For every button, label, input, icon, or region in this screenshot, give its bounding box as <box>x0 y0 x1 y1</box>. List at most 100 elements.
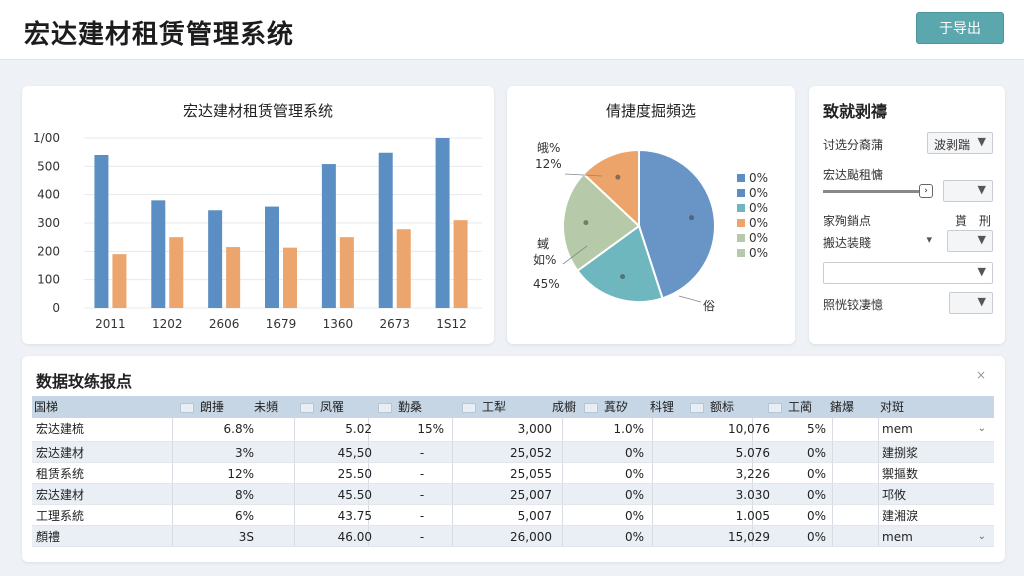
pie-slice-marker <box>583 220 589 226</box>
bar[interactable] <box>378 152 393 308</box>
column-header[interactable]: 蒖矽 <box>584 396 628 418</box>
column-divider <box>752 418 753 441</box>
table-cell: 45,50 <box>337 446 372 460</box>
y-tick-label: 400 <box>37 188 60 202</box>
chevron-down-icon: ▼ <box>977 233 986 246</box>
pie-slice[interactable] <box>638 148 716 300</box>
chevron-down-icon: ▼ <box>977 183 986 196</box>
pie-slice[interactable] <box>576 224 664 303</box>
x-tick-label: 2011 <box>95 317 126 331</box>
table-cell: 0% <box>624 467 644 481</box>
filter-title: 致就剥禱 <box>823 102 888 121</box>
table-row[interactable]: 宏达建材 8% 45.50 - 25,007 0% 3.030 0% 邛攸 <box>32 484 994 505</box>
chevron-down-icon: ▼ <box>977 265 986 278</box>
column-checkbox[interactable] <box>584 402 598 413</box>
column-header[interactable]: 勤桑 <box>378 396 422 418</box>
bar[interactable] <box>321 164 336 308</box>
column-header[interactable]: 未頻 <box>254 396 278 418</box>
bar[interactable] <box>94 155 109 308</box>
table-row[interactable]: 宏达建梳 6.8% 5.02 15% 3,000 1.0% 10,076 5% mem ⌄ <box>32 418 994 442</box>
column-checkbox[interactable] <box>462 402 476 413</box>
column-header[interactable]: 工蔺 <box>768 396 812 418</box>
filter-select-6[interactable]: ▼ <box>949 292 993 314</box>
filter-select-4[interactable]: ▼ <box>947 230 993 252</box>
table-row[interactable]: 顏禮 3S 46.00 - 26,000 0% 15,029 0% mem ⌄ <box>32 526 994 547</box>
column-checkbox[interactable] <box>300 402 314 413</box>
bar[interactable] <box>112 254 127 308</box>
column-header[interactable]: 对斑 <box>880 396 904 418</box>
table-cell: 5.076 <box>735 446 770 460</box>
column-checkbox[interactable] <box>690 402 704 413</box>
column-divider <box>452 442 453 462</box>
column-header-label: 朗捶 <box>200 400 225 414</box>
bar[interactable] <box>453 220 468 308</box>
table-cell: 顏禮 <box>36 530 61 544</box>
bar[interactable] <box>208 210 223 308</box>
table-cell: 5,007 <box>517 509 552 523</box>
filter-tag-b: 刑 <box>979 214 992 228</box>
table-row[interactable]: 宏达建材 3% 45,50 - 25,052 0% 5.076 0% 建捌浆 <box>32 442 994 463</box>
chevron-down-icon[interactable]: ⌄ <box>977 423 986 434</box>
bar[interactable] <box>283 247 297 308</box>
column-header[interactable]: 鍺爆 <box>830 396 854 418</box>
filter-panel: 致就剥禱 讨选分裔蒲 波剥踹 ▼ 宏达颭租慵 › ▼ 家殉銷点 貰 刑 搬达装賤… <box>809 86 1005 344</box>
export-button[interactable]: 于导出 <box>916 12 1004 44</box>
table-cell: - <box>419 488 425 502</box>
column-header[interactable]: 额标 <box>690 396 734 418</box>
filter-select-2[interactable]: ▼ <box>943 180 993 202</box>
column-header[interactable]: 成櫥 <box>552 396 576 418</box>
bar[interactable] <box>226 247 241 308</box>
column-header[interactable]: 工犁 <box>462 396 506 418</box>
table-cell: 3.030 <box>735 488 770 502</box>
column-divider <box>368 484 369 504</box>
column-header[interactable]: 朗捶 <box>180 396 224 418</box>
column-header[interactable]: 国梯 <box>34 396 58 418</box>
close-icon[interactable]: × <box>976 368 987 382</box>
table-cell: 0% <box>624 530 644 544</box>
chevron-down-icon[interactable]: ⌄ <box>977 531 986 542</box>
filter-label-2: 宏达颭租慵 <box>823 168 884 182</box>
column-divider <box>832 418 833 441</box>
bar[interactable] <box>435 138 450 308</box>
bar[interactable] <box>339 237 354 308</box>
column-header-label: 成櫥 <box>552 400 577 414</box>
filter-select-5[interactable]: ▼ <box>823 262 993 284</box>
bar[interactable] <box>169 237 184 308</box>
column-header[interactable]: 科锂 <box>650 396 674 418</box>
x-tick-label: 1360 <box>323 317 354 331</box>
table-cell: 1.005 <box>735 509 770 523</box>
bar[interactable] <box>265 206 279 308</box>
column-checkbox[interactable] <box>180 402 194 413</box>
column-header-label: 工蔺 <box>788 400 813 414</box>
column-header-label: 国梯 <box>34 400 59 414</box>
pie-outer-label: 12% <box>535 157 562 171</box>
column-checkbox[interactable] <box>378 402 392 413</box>
legend-swatch <box>737 219 745 227</box>
table-cell: 3,000 <box>517 422 552 436</box>
filter-label-1: 讨选分裔蒲 <box>823 138 884 152</box>
filter-select-1[interactable]: 波剥踹 ▼ <box>927 132 993 154</box>
column-checkbox[interactable] <box>768 402 782 413</box>
table-row[interactable]: 工理系統 6% 43.75 - 5,007 0% 1.005 0% 建湘淚 <box>32 505 994 526</box>
column-header-label: 工犁 <box>482 400 507 414</box>
filter-slider-handle[interactable]: › <box>919 184 933 198</box>
bar[interactable] <box>396 229 411 308</box>
pie-slice[interactable] <box>562 172 641 273</box>
column-divider <box>294 505 295 525</box>
legend-label: 0% <box>749 216 768 230</box>
pie-outer-label: 俗 <box>703 299 715 313</box>
table-cell: 12% <box>227 467 254 481</box>
filter-select-4-inline[interactable]: ▾ <box>905 230 939 252</box>
pie-outer-label: 如% <box>533 252 556 267</box>
column-divider <box>368 505 369 525</box>
table-cell: 3S <box>238 530 254 544</box>
filter-slider-track[interactable] <box>823 190 919 193</box>
pie-slice[interactable] <box>582 148 640 229</box>
x-tick-label: 2673 <box>379 317 410 331</box>
column-header[interactable]: 凤罹 <box>300 396 344 418</box>
table-row[interactable]: 租赁系统 12% 25.50 - 25,055 0% 3,226 0% 禦摳数 <box>32 463 994 484</box>
bar[interactable] <box>151 200 166 308</box>
column-header-label: 蒖矽 <box>604 400 629 414</box>
table-cell: - <box>419 530 425 544</box>
table-cell: 租赁系统 <box>36 467 85 481</box>
